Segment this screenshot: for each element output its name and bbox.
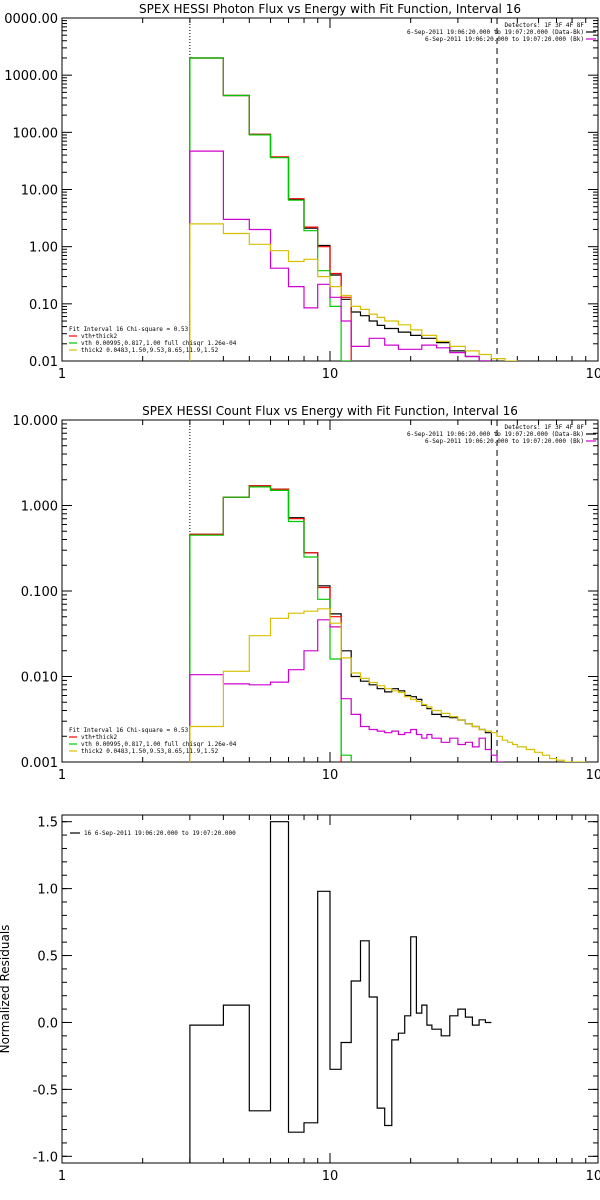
series-thick <box>189 150 492 361</box>
x-tick-label: 100 <box>586 1169 600 1184</box>
fit-legend-text: Fit Interval 16 Chi-square = 0.53 <box>69 727 189 734</box>
y-tick-label: 100.00 <box>13 126 59 141</box>
y-tick-label: 0.100 <box>21 585 58 600</box>
chart-panel-1: SPEX HESSI Photon Flux vs Energy with Fi… <box>4 2 600 382</box>
y-axis-label: Normalized Residuals <box>0 925 12 1054</box>
y-tick-label: 0.001 <box>21 756 58 771</box>
series-group <box>189 57 518 361</box>
y-tick-label: 0.10 <box>29 298 58 313</box>
chart-panel-3: 1 10 100 1.5 1.0 0.5 0.0 -0.5 -1.0 Normalized Res… <box>0 814 600 1184</box>
y-tick-label: -1.0 <box>33 1150 58 1165</box>
legend-text: 16 6-Sep-2011 19:06:20.000 to 19:07:20.0… <box>84 830 236 837</box>
x-tick-label: 1 <box>58 1169 66 1184</box>
series-residuals <box>189 821 492 1163</box>
fit-legend-text: vth+thick2 <box>81 734 118 741</box>
series-bk <box>189 223 518 361</box>
legend-text: 6-Sep-2011 19:06:20.000 to 19:07:20.000 … <box>425 438 584 445</box>
series-total <box>189 57 352 361</box>
x-tick-label: 10 <box>322 367 339 382</box>
series-group <box>189 821 492 1163</box>
fit-legend-text: vth 0.00995,0.817,1.00 full chisqr 1.26e… <box>81 340 237 347</box>
fit-legend-text: thick2 0.0483,1.50,9.53,8.65,11.9,1.52 <box>81 748 219 755</box>
y-tick-label: 1.00 <box>29 241 58 256</box>
chart-title: SPEX HESSI Count Flux vs Energy with Fit… <box>142 404 518 418</box>
legend-text: 6-Sep-2011 19:06:20.000 to 19:07:20.000 … <box>407 431 584 438</box>
legend-text: Detectors: 1F 3F 4F 8F <box>505 424 585 431</box>
fit-legend-text: Fit Interval 16 Chi-square = 0.53 <box>69 326 189 333</box>
plot-frame <box>61 17 599 362</box>
legend-text: 6-Sep-2011 19:06:20.000 to 19:07:20.000 … <box>407 29 584 36</box>
x-tick-label: 100 <box>586 367 600 382</box>
y-tick-label: 1.0 <box>37 883 58 898</box>
y-tick-label: 0.010 <box>21 671 58 686</box>
x-tick-label: 10 <box>322 768 339 783</box>
y-tick-label: 0.01 <box>29 355 58 370</box>
fit-legend-text: thick2 0.0483,1.50,9.53,8.65,11.9,1.52 <box>81 347 219 354</box>
legend-text: 6-Sep-2011 19:06:20.000 to 19:07:20.000 … <box>425 36 584 43</box>
y-tick-label: 0.0 <box>37 1016 58 1031</box>
x-tick-label: 100 <box>586 768 600 783</box>
series-vth <box>189 486 352 762</box>
y-tick-label: 1.5 <box>37 816 58 831</box>
series-group <box>189 485 587 762</box>
fit-legend-text: vth+thick2 <box>81 333 118 340</box>
series-thick <box>189 619 503 762</box>
y-tick-label: 0000.00 <box>4 12 58 27</box>
y-tick-label: 10.00 <box>21 184 58 199</box>
legend-text: Detectors: 1F 3F 4F 8F <box>505 22 585 29</box>
y-tick-label: -0.5 <box>33 1083 58 1098</box>
series-total <box>189 485 342 762</box>
chart-title: SPEX HESSI Photon Flux vs Energy with Fi… <box>139 2 521 16</box>
y-tick-label: 1000.00 <box>4 69 58 84</box>
series-bk <box>189 608 587 762</box>
fit-legend-text: vth 0.00995,0.817,1.00 full chisqr 1.26e… <box>81 741 237 748</box>
y-tick-label: 1.000 <box>21 500 58 515</box>
x-tick-label: 1 <box>58 768 66 783</box>
y-tick-label: 10.000 <box>13 414 59 429</box>
chart-panel-2: SPEX HESSI Count Flux vs Energy with Fit… <box>13 404 600 783</box>
x-tick-label: 10 <box>322 1169 339 1184</box>
x-tick-label: 1 <box>58 367 66 382</box>
series-vth <box>189 57 352 361</box>
y-tick-label: 0.5 <box>37 950 58 965</box>
